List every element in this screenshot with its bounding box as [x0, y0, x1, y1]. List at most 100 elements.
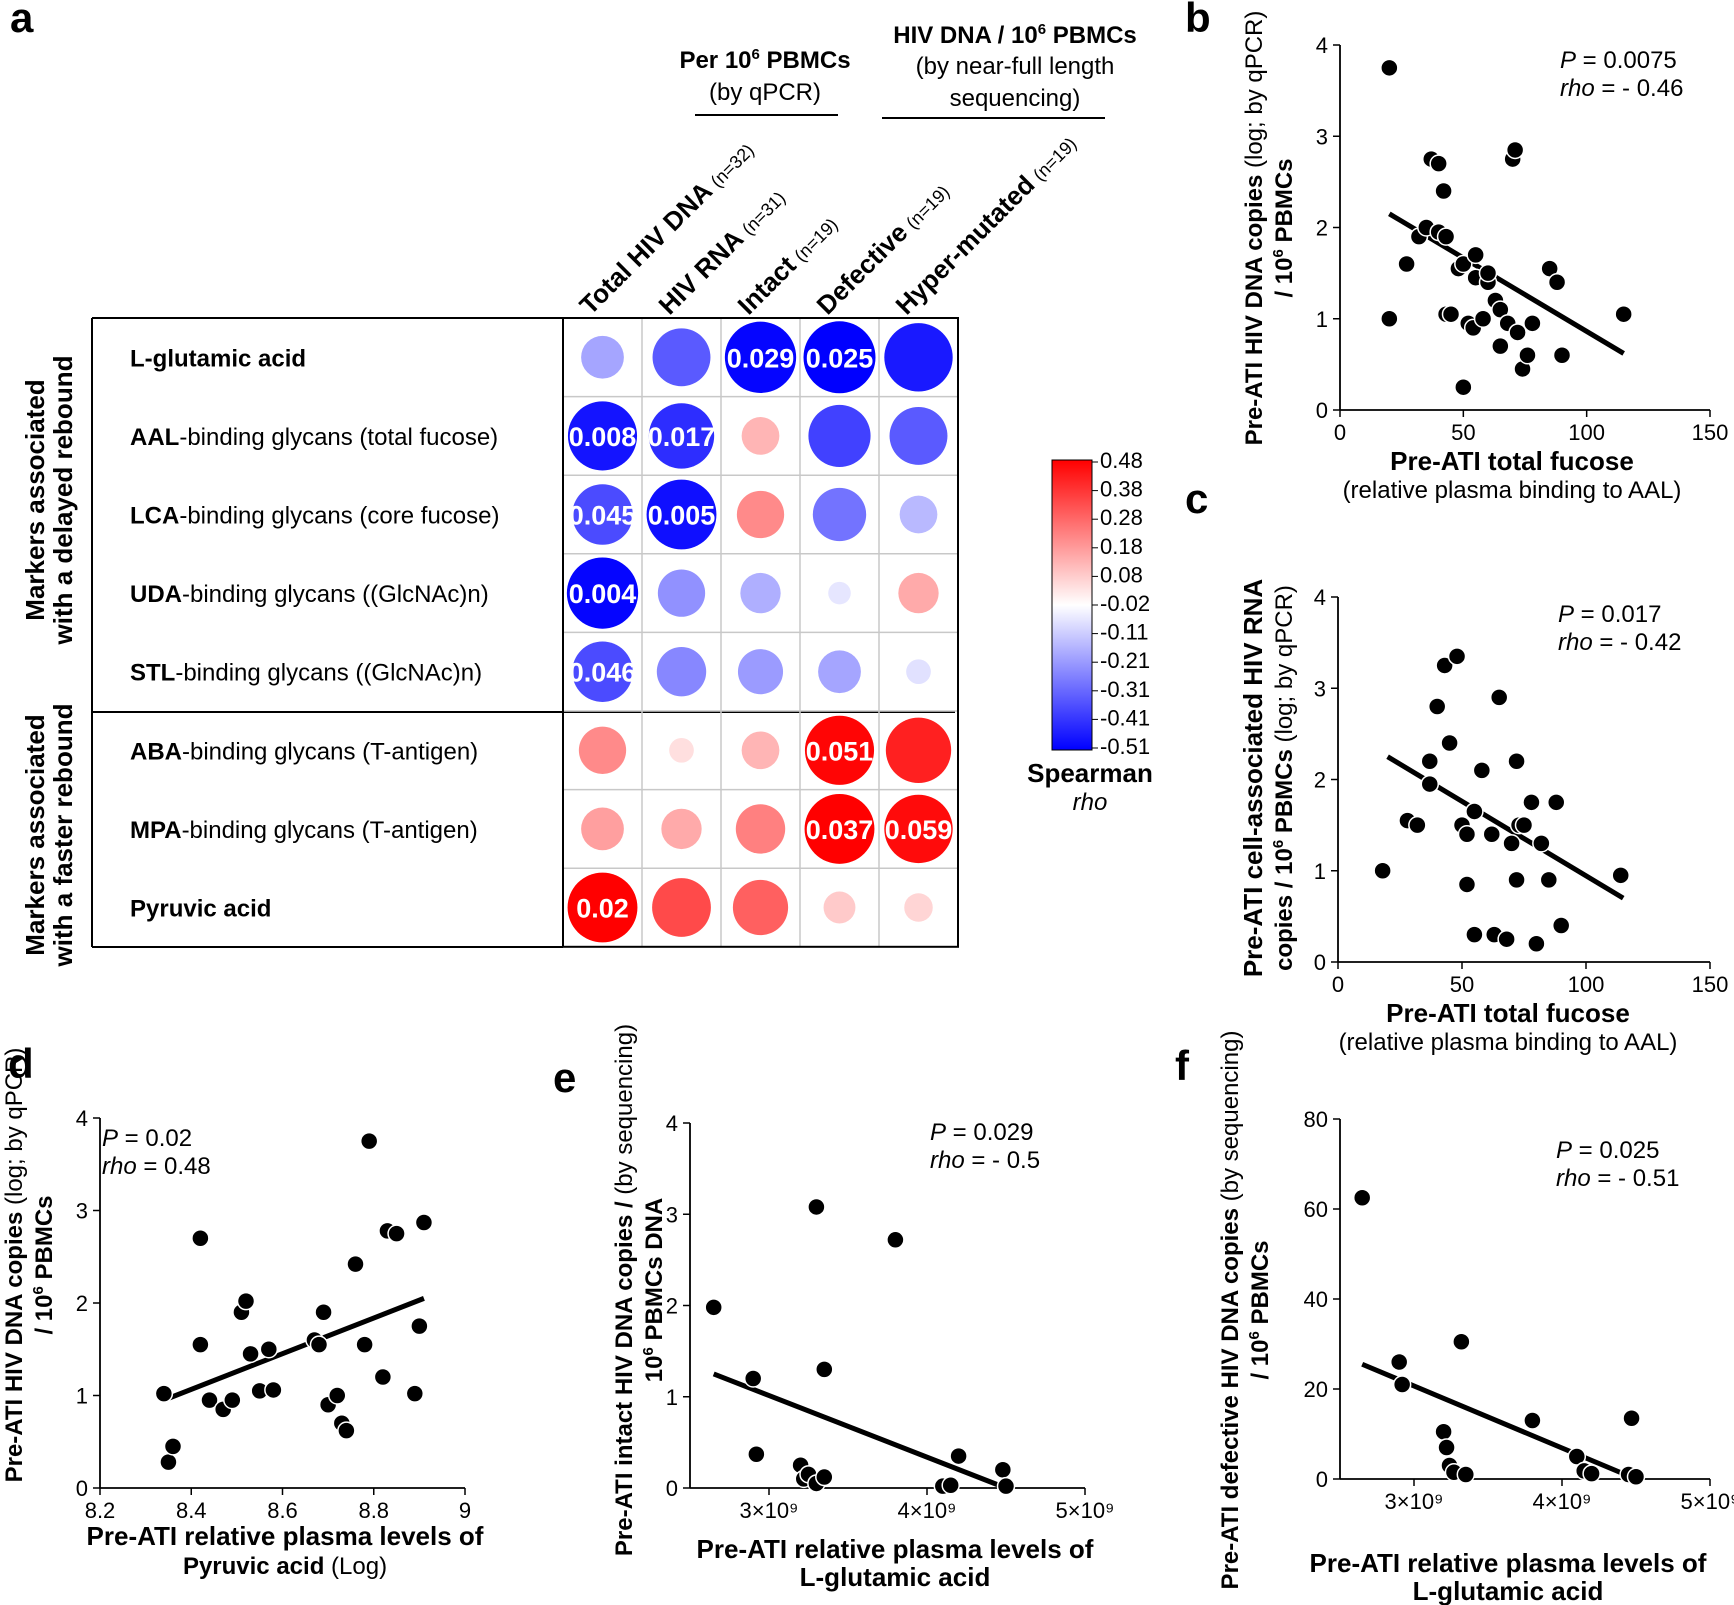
x-tick-label: 100 [1568, 420, 1605, 445]
data-point [1447, 647, 1467, 666]
data-point [1532, 834, 1551, 853]
scatter-plot-f: 0 20 40 60 80 3×10⁹ 4×10⁹ 5×10⁹ [1304, 1107, 1734, 1514]
stat-p-c: P = 0.017 [1558, 601, 1661, 628]
data-point [1380, 309, 1399, 328]
matrix-cell-circle [812, 487, 867, 542]
data-point [159, 1452, 178, 1472]
data-point [1389, 1352, 1409, 1372]
data-point [1380, 58, 1399, 78]
data-point [1420, 774, 1440, 794]
data-point [309, 1335, 329, 1354]
x-tick-label: 3×10⁹ [740, 1498, 799, 1523]
y-tick-label: 40 [1304, 1287, 1328, 1312]
row-label: MPA-binding glycans (T-antigen) [130, 817, 478, 844]
data-point [1427, 697, 1447, 716]
panel-letter-a: a [10, 0, 34, 41]
data-point [1551, 916, 1571, 935]
data-point [1465, 802, 1484, 821]
matrix-cell-circle [735, 804, 786, 854]
y-tick-label: 2 [1316, 216, 1328, 241]
xlabel-d-2: Pyruvic acid (Log) [183, 1553, 387, 1580]
matrix-cell-circle [657, 569, 706, 617]
column-header-label: Hyper-mutated [890, 169, 1041, 320]
matrix-cell-pvalue: 0.017 [648, 422, 716, 452]
row-label-rest: -binding glycans (T-antigen) [182, 738, 478, 765]
data-point [1434, 181, 1453, 201]
y-tick-label: 4 [1314, 585, 1326, 610]
panel-letter-d: d [8, 1040, 34, 1087]
matrix-cell-circle [803, 321, 876, 394]
x-tick-label: 0 [1332, 972, 1344, 997]
row-label: Pyruvic acid [130, 896, 271, 923]
data-point [1622, 1409, 1641, 1428]
scatter-plot-e: 0 1 2 3 4 3×10⁹ 4×10⁹ 5×10⁹ [666, 1111, 1115, 1523]
data-point [1478, 263, 1498, 283]
group-header-qpcr-sub: (by qPCR) [709, 79, 821, 106]
data-point [236, 1291, 256, 1311]
matrix-cell-circle [724, 321, 797, 393]
legend-tick-label: -0.41 [1100, 705, 1150, 730]
x-tick-label: 5×10⁹ [1681, 1489, 1734, 1514]
x-tick-label: 8.8 [358, 1498, 389, 1523]
data-point [346, 1254, 365, 1274]
data-point [1507, 870, 1526, 890]
data-point [259, 1340, 279, 1359]
matrix-cell-circle [823, 891, 856, 924]
y-tick-label: 80 [1304, 1107, 1328, 1132]
data-point [1518, 346, 1537, 365]
scatter-plot-d: 0 1 2 3 4 8.2 8.4 8.6 8.8 9 [76, 1106, 471, 1523]
matrix-cell-pvalue: 0.051 [806, 736, 874, 766]
legend-tick-label: 0.18 [1100, 534, 1143, 559]
data-point [223, 1390, 242, 1410]
y-tick-label: 0 [1316, 1467, 1328, 1492]
x-tick-label: 8.2 [85, 1498, 116, 1523]
matrix-cell-pvalue: 0.037 [806, 815, 874, 845]
matrix-cell-circle [884, 794, 953, 864]
data-point [154, 1384, 174, 1403]
x-tick-label: 4×10⁹ [1533, 1489, 1592, 1514]
legend-subtitle: rho [1073, 789, 1108, 816]
data-point [1441, 304, 1461, 324]
x-tick-label: 50 [1451, 420, 1475, 445]
data-point [1522, 793, 1541, 812]
x-tick-label: 0 [1334, 420, 1346, 445]
stat-p-e: P = 0.029 [930, 1119, 1033, 1146]
data-point [359, 1131, 379, 1151]
panel-letter-e: e [553, 1054, 576, 1101]
xlabel-b-1: Pre-ATI total fucose [1390, 446, 1634, 476]
data-point [1373, 861, 1392, 880]
matrix-cell-circle [567, 872, 638, 943]
x-tick-label: 8.6 [267, 1498, 298, 1523]
y-tick-label: 4 [76, 1106, 88, 1131]
matrix-cell-circle [885, 717, 952, 783]
column-header-label: Total HIV DNA [574, 176, 719, 321]
x-tick-label: 150 [1692, 420, 1729, 445]
matrix-cell-circle [736, 490, 785, 539]
y-tick-label: 20 [1304, 1377, 1328, 1402]
matrix-cell-circle [578, 726, 627, 774]
data-point [1435, 656, 1454, 675]
xlabel-d-1: Pre-ATI relative plasma levels of [87, 1521, 484, 1551]
row-label: STL-binding glycans ((GlcNAc)n) [130, 660, 482, 687]
y-tick-label: 2 [76, 1291, 88, 1316]
data-point [886, 1230, 905, 1250]
row-label-bold: ABA [130, 738, 182, 765]
matrix-cell-circle [581, 807, 624, 851]
data-point [1626, 1467, 1646, 1486]
panel-d: d 0 1 2 3 4 8.2 8.4 8.6 8.8 9 P = 0.02 rho = 0.48… [1, 1040, 484, 1580]
matrix-cell-circle [581, 335, 624, 379]
matrix-cell-circle [818, 650, 861, 694]
data-point [1523, 1411, 1542, 1430]
data-point [1552, 346, 1572, 365]
y-tick-label: 3 [1314, 676, 1326, 701]
row-label: L-glutamic acid [130, 345, 306, 372]
data-point [414, 1213, 434, 1232]
matrix-cell-circle [741, 417, 780, 455]
stat-rho-f: rho = - 0.51 [1556, 1165, 1679, 1192]
y-tick-label: 2 [1314, 768, 1326, 793]
data-point [1539, 870, 1559, 890]
data-point [1454, 254, 1473, 274]
legend-tick-label: -0.31 [1100, 677, 1150, 702]
y-tick-label: 0 [76, 1476, 88, 1501]
